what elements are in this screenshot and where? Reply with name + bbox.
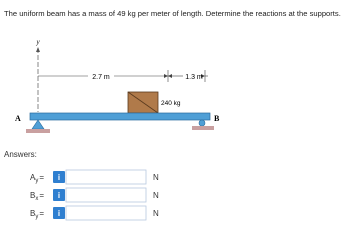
support-label: A: [15, 114, 21, 123]
support-label: B: [214, 114, 220, 123]
equals: =: [39, 191, 44, 200]
screen: The uniform beam has a mass of 49 kg per…: [4, 9, 341, 221]
subscript: y: [35, 178, 38, 184]
symbol: B: [30, 191, 35, 200]
info-button[interactable]: [53, 171, 65, 183]
answer-rows: Ay= i NBx= i NBy= i N: [30, 169, 159, 221]
info-button[interactable]: [53, 189, 65, 201]
load-label: 240 kg: [161, 100, 181, 107]
subscript: x: [35, 196, 38, 202]
info-icon: i: [58, 173, 60, 182]
subscript: y: [35, 214, 38, 220]
pin-support: [31, 119, 45, 130]
answer-input[interactable]: [65, 169, 147, 185]
diagram: y 2.7 m 1.3 m 240 kg A B: [15, 38, 220, 133]
problem-text: The uniform beam has a mass of 49 kg per…: [4, 9, 341, 18]
answer-label: Ay=: [30, 173, 44, 184]
roller: [198, 119, 206, 127]
dim-label: 2.7 m: [92, 74, 110, 81]
answer-label: Bx=: [30, 191, 44, 202]
arrow: [201, 74, 205, 78]
arrow: [36, 47, 40, 52]
symbol: A: [30, 173, 36, 182]
beam: [29, 112, 211, 121]
dim-label: 1.3 m: [185, 74, 203, 81]
info-icon: i: [58, 191, 60, 200]
arrow: [168, 74, 172, 78]
info-icon: i: [58, 209, 60, 218]
unit: N: [153, 209, 159, 218]
crate-brace: [127, 91, 159, 114]
arrow: [164, 74, 168, 78]
unit: N: [153, 173, 159, 182]
symbol: B: [30, 209, 35, 218]
unit: N: [153, 191, 159, 200]
answers-heading: Answers:: [4, 150, 37, 159]
answer-input[interactable]: [65, 205, 147, 221]
axis-label: y: [35, 38, 40, 46]
answer-label: By=: [30, 209, 44, 220]
info-button[interactable]: [53, 207, 65, 219]
answer-input[interactable]: [65, 187, 147, 203]
ground: [26, 129, 50, 133]
equals: =: [39, 173, 44, 182]
page: The uniform beam has a mass of 49 kg per…: [4, 9, 341, 221]
equals: =: [39, 209, 44, 218]
ground: [192, 126, 214, 130]
